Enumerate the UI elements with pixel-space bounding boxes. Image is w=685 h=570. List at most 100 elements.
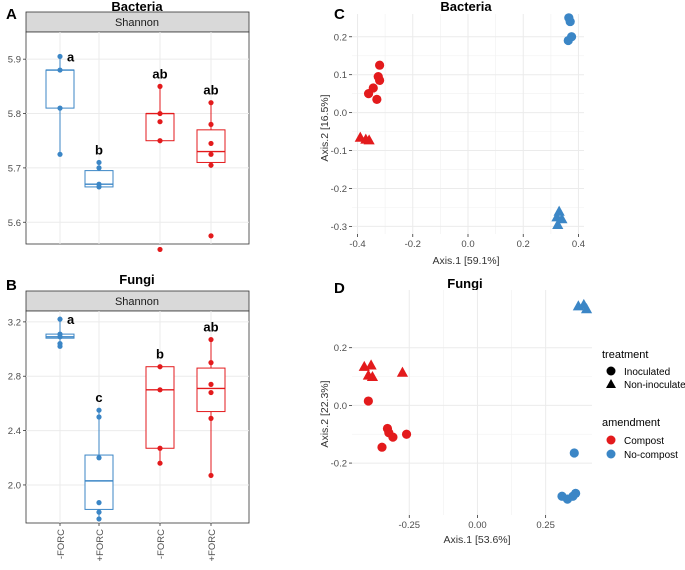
sample-point-circle [375,75,385,85]
data-point [96,184,102,190]
sample-point-triangle [556,213,568,224]
data-point [57,53,63,60]
sample-point-circle [363,89,374,99]
box-iqr [145,366,175,449]
ordination-plot-d: -0.25 0.00 0.25 -0.2 0.0 0.2 [331,290,593,531]
data-point [208,472,214,479]
sample-point-circle [401,429,412,439]
significance-letter: c [95,390,102,405]
legend-amendment-nocompost: No-compost [624,450,678,461]
legend-treatment-noninoculated: Non-inoculated [624,380,685,391]
data-point [157,460,163,466]
data-point [208,360,214,366]
data-point [157,119,163,125]
data-point [57,316,63,322]
y-axis-label-d: Axis.2 [22.3%] [319,380,331,447]
legend-treatment-title: treatment [602,349,648,361]
data-point [96,516,102,522]
data-point [96,407,102,413]
sample-point-circle [372,94,382,104]
data-point [157,387,163,393]
y-tick-label: 2.8 [8,372,21,383]
y-tick-label: 0.0 [334,401,347,412]
significance-letter: a [67,312,75,327]
significance-letter: ab [203,83,218,98]
x-axis-label-c: Axis.1 [59.1%] [432,255,499,267]
legend-nocompost-swatch [606,449,616,459]
panel-c-title: Bacteria [440,0,492,14]
x-tick-label: 0.0 [461,239,474,250]
panel-d: D Fungi -0.25 0.00 0.25 -0.2 0.0 0.2 Axis.1 [… [319,276,593,546]
y-tick-label: 2.0 [8,480,21,491]
sample-point-circle [569,448,579,458]
sample-point-circle [571,488,581,498]
sample-point-circle [388,432,398,442]
legend-compost-swatch [606,435,616,445]
y-tick-label: 5.6 [8,218,21,229]
data-point [157,445,163,451]
legend: treatment Inoculated Non-inoculated amen… [602,349,685,461]
y-axis-label-c: Axis.2 [16.5%] [319,94,331,161]
panel-a-title: Bacteria [111,0,163,14]
data-point [96,455,102,461]
panel-d-title: Fungi [447,276,482,291]
box-iqr [145,113,175,142]
x-category-label: +FORC [207,529,218,562]
y-tick-label: -0.2 [331,459,347,470]
sample-point-circle [563,35,573,46]
box-iqr [196,367,226,413]
y-tick-label: 5.8 [8,109,21,120]
x-category-label: -FORC [156,529,167,559]
x-tick-label: -0.25 [398,520,420,531]
sample-point-triangle [552,218,564,229]
data-point [96,414,102,420]
x-tick-label: 0.4 [572,239,585,250]
significance-letter: ab [152,66,167,81]
significance-letter: b [156,347,164,362]
data-point [208,415,214,421]
data-point [208,233,214,239]
x-tick-label: 0.2 [517,239,530,250]
x-tick-label: -0.2 [405,239,421,250]
y-tick-label: -0.1 [331,146,347,157]
data-point [157,246,163,253]
x-axis-label-d: Axis.1 [53.6%] [443,534,510,546]
data-point [208,381,214,387]
y-tick-label: 5.9 [8,55,21,66]
facet-strip-b-label: Shannon [115,296,159,308]
data-point [57,105,63,111]
panel-letter-d: D [334,280,345,297]
panel-c: C Bacteria -0.4 -0.2 0.0 0.2 0.4 -0.3 -0.2 -0.1… [319,0,585,267]
box-iqr [196,129,226,163]
x-tick-label: -0.4 [349,239,365,250]
data-point [96,500,102,506]
significance-letter: b [95,142,103,157]
sample-point-triangle [366,370,379,382]
data-point [57,67,63,73]
panel-b-title: Fungi [119,272,154,287]
data-point [57,151,63,157]
y-tick-label: 0.0 [334,108,347,119]
data-point [57,343,63,349]
data-point [96,165,102,171]
sample-point-triangle [363,134,375,145]
data-point [208,336,214,343]
data-point [96,159,102,166]
data-point [208,151,214,157]
panel-letter-b: B [6,277,17,294]
data-point [208,100,214,106]
sample-point-circle [377,442,387,452]
y-tick-label: 0.2 [334,343,347,354]
data-point [208,162,214,168]
legend-amendment-title: amendment [602,417,660,429]
data-point [157,110,163,117]
y-tick-label: 0.1 [334,70,347,81]
sample-point-triangle [580,303,593,314]
y-tick-label: 0.2 [334,32,347,43]
facet-strip-a-label: Shannon [115,17,159,29]
boxplot-b: 2.0 2.4 2.8 3.2 a c b ab [8,311,249,523]
legend-triangle-icon [606,379,616,388]
